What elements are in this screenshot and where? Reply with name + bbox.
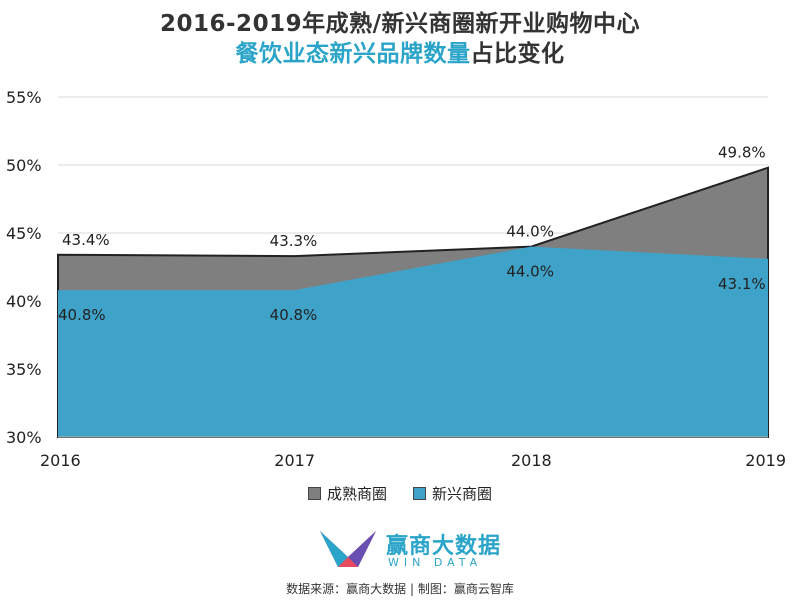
x-tick-label: 2016: [40, 451, 81, 470]
legend-swatch-mature: [307, 487, 321, 500]
y-tick-label: 45%: [6, 224, 42, 243]
data-label-mature: 43.3%: [270, 232, 318, 250]
data-label-emerging: 43.1%: [718, 275, 766, 293]
subtitle-highlight: 餐饮业态新兴品牌数量: [235, 41, 471, 67]
legend-item-mature: 成熟商圈: [307, 483, 387, 504]
subtitle-rest: 占比变化: [470, 41, 565, 67]
y-tick-label: 30%: [6, 428, 42, 447]
x-tick-label: 2018: [511, 451, 552, 470]
data-label-mature: 43.4%: [62, 231, 110, 249]
data-label-emerging: 40.8%: [58, 306, 106, 324]
legend-item-emerging: 新兴商圈: [413, 483, 492, 504]
data-label-mature: 49.8%: [718, 144, 766, 162]
logo-subtext: WIN DATA: [388, 556, 483, 569]
source-note: 数据来源：赢商大数据 | 制图：赢商云智库: [286, 582, 514, 596]
legend: 成熟商圈 新兴商圈: [0, 483, 800, 504]
legend-label-emerging: 新兴商圈: [432, 485, 493, 503]
data-labels: 43.4% 43.3% 44.0% 49.8% 40.8% 40.8% 44.0% 43.1%: [58, 144, 766, 324]
data-label-emerging: 44.0%: [506, 263, 554, 281]
legend-swatch-emerging: [413, 487, 426, 500]
logo-mark-icon: [320, 531, 376, 567]
legend-label-mature: 成熟商圈: [326, 485, 387, 503]
chart-title: 2016-2019年成熟/新兴商圈新开业购物中心: [160, 11, 640, 37]
area-chart: 30% 35% 40% 45% 50% 55% 2016 2017 2018 2019 43.4…: [6, 88, 786, 470]
data-label-emerging: 40.8%: [270, 306, 318, 324]
data-label-mature: 44.0%: [506, 223, 554, 241]
y-axis: 30% 35% 40% 45% 50% 55%: [6, 88, 42, 447]
chart-areas: [57, 166, 769, 438]
y-tick-label: 40%: [6, 292, 42, 311]
y-tick-label: 50%: [6, 156, 42, 175]
y-tick-label: 55%: [6, 88, 42, 107]
x-axis: 2016 2017 2018 2019: [40, 436, 786, 470]
logo-text: 赢商大数据: [386, 534, 502, 559]
x-tick-label: 2017: [274, 451, 315, 470]
y-tick-label: 35%: [6, 360, 42, 379]
chart-subtitle: 餐饮业态新兴品牌数量占比变化: [0, 34, 800, 68]
x-tick-label: 2019: [745, 451, 786, 470]
area-emerging: [58, 246, 768, 437]
logo: 赢商大数据 WIN DATA: [318, 527, 500, 573]
